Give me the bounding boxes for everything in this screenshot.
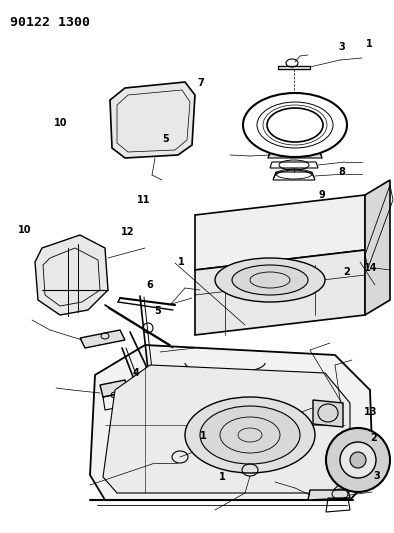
Ellipse shape — [350, 452, 366, 468]
Polygon shape — [100, 380, 128, 397]
Polygon shape — [35, 235, 108, 315]
Ellipse shape — [326, 428, 390, 492]
Text: 11: 11 — [137, 195, 151, 205]
Text: 1: 1 — [199, 431, 206, 441]
Text: 8: 8 — [338, 167, 346, 176]
Text: 2: 2 — [370, 433, 377, 443]
Polygon shape — [80, 330, 125, 348]
Ellipse shape — [215, 258, 325, 302]
Text: 9: 9 — [319, 190, 326, 199]
Text: 5: 5 — [162, 134, 169, 143]
Polygon shape — [313, 400, 343, 427]
Text: 6: 6 — [146, 280, 153, 290]
Text: 1: 1 — [366, 39, 373, 49]
Polygon shape — [110, 82, 195, 158]
Polygon shape — [308, 490, 350, 500]
Ellipse shape — [232, 265, 308, 295]
Polygon shape — [103, 365, 350, 493]
Ellipse shape — [340, 442, 376, 478]
Text: 3: 3 — [373, 471, 380, 481]
Polygon shape — [195, 250, 365, 335]
Ellipse shape — [200, 406, 300, 464]
Ellipse shape — [267, 108, 323, 142]
Text: 4: 4 — [132, 368, 139, 378]
Polygon shape — [365, 180, 390, 315]
Text: 14: 14 — [364, 263, 377, 273]
Text: 1: 1 — [178, 257, 185, 267]
Text: 90122 1300: 90122 1300 — [10, 16, 90, 29]
Text: 1: 1 — [219, 472, 226, 482]
Polygon shape — [195, 195, 365, 270]
Text: 7: 7 — [197, 78, 204, 87]
Text: 10: 10 — [54, 118, 68, 127]
Text: 10: 10 — [18, 225, 32, 235]
Ellipse shape — [243, 93, 347, 157]
Ellipse shape — [185, 397, 315, 473]
Text: 13: 13 — [364, 407, 378, 417]
Polygon shape — [90, 345, 373, 500]
Polygon shape — [268, 152, 322, 158]
Text: 3: 3 — [338, 42, 345, 52]
Text: 12: 12 — [121, 227, 134, 237]
Text: 5: 5 — [154, 306, 161, 316]
Text: 2: 2 — [343, 267, 350, 277]
